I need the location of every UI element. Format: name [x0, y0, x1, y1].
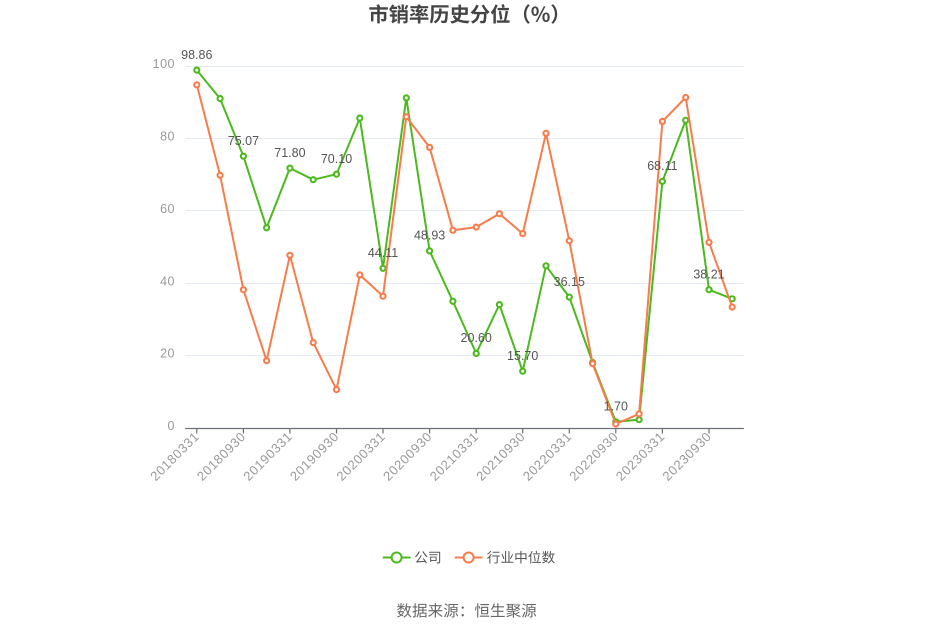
svg-text:20: 20	[160, 347, 175, 361]
svg-text:68.11: 68.11	[647, 159, 677, 173]
svg-text:80: 80	[160, 130, 175, 144]
svg-text:71.80: 71.80	[274, 146, 305, 160]
svg-text:75.07: 75.07	[228, 134, 259, 148]
svg-text:20.60: 20.60	[461, 331, 492, 345]
svg-text:0: 0	[168, 419, 175, 433]
svg-text:98.86: 98.86	[181, 48, 212, 62]
svg-text:1.70: 1.70	[604, 400, 628, 414]
svg-text:40: 40	[160, 274, 175, 288]
svg-text:100: 100	[153, 57, 175, 71]
svg-text:36.15: 36.15	[554, 275, 585, 289]
svg-text:38.21: 38.21	[693, 267, 724, 281]
svg-text:44.11: 44.11	[368, 246, 398, 260]
svg-text:15.70: 15.70	[507, 349, 538, 363]
svg-text:70.10: 70.10	[321, 152, 352, 166]
svg-text:60: 60	[160, 202, 175, 216]
svg-text:48.93: 48.93	[414, 229, 445, 243]
